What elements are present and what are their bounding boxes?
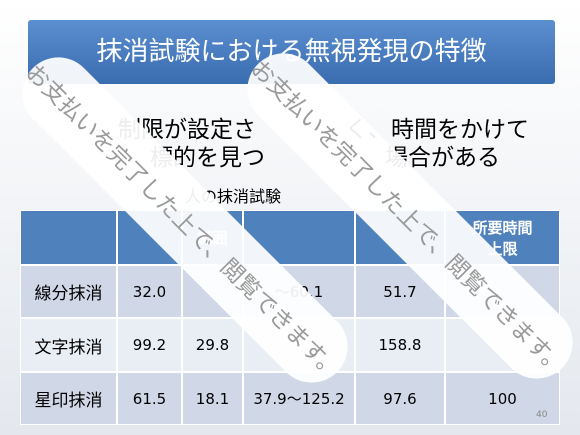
cell-text: 18.1: [195, 389, 230, 408]
table-cell: 29.8: [182, 318, 243, 372]
table-cell: 97.6: [355, 372, 445, 425]
cell-text: 99.2: [132, 336, 167, 354]
table-cell: 文字抹消: [20, 318, 117, 372]
cell-text: 線分抹消: [34, 284, 103, 304]
cell-text: 所要時間: [472, 218, 533, 237]
table-cell: [243, 210, 355, 265]
cell-text: 61.5: [132, 389, 167, 408]
page-number: 40: [536, 410, 548, 420]
cell-text: 158.8: [378, 336, 422, 354]
table-cell: 158.8: [355, 318, 445, 372]
cell-text: 29.8: [195, 336, 230, 354]
cell-text: 97.6: [383, 389, 417, 408]
table-cell: 37.9～125.2: [243, 372, 355, 425]
table-cell: 線分抹消: [20, 265, 117, 318]
cell-text: 51.7: [383, 282, 417, 301]
table-cell: 星印抹消: [20, 372, 117, 425]
cell-text: 100: [488, 389, 517, 408]
table-cell: 61.5: [117, 372, 182, 425]
cell-text: 32.0: [132, 282, 167, 301]
cell-text: 37.9～125.2: [253, 390, 345, 408]
table-cell: 32.0: [117, 265, 182, 318]
table-cell: 99.2: [117, 318, 182, 372]
table-cell: 100: [445, 372, 560, 425]
table-cell: [20, 210, 117, 265]
table-cell: 18.1: [182, 372, 243, 425]
cell-text: 星印抹消: [34, 391, 103, 411]
cell-text: 文字抹消: [34, 337, 103, 358]
